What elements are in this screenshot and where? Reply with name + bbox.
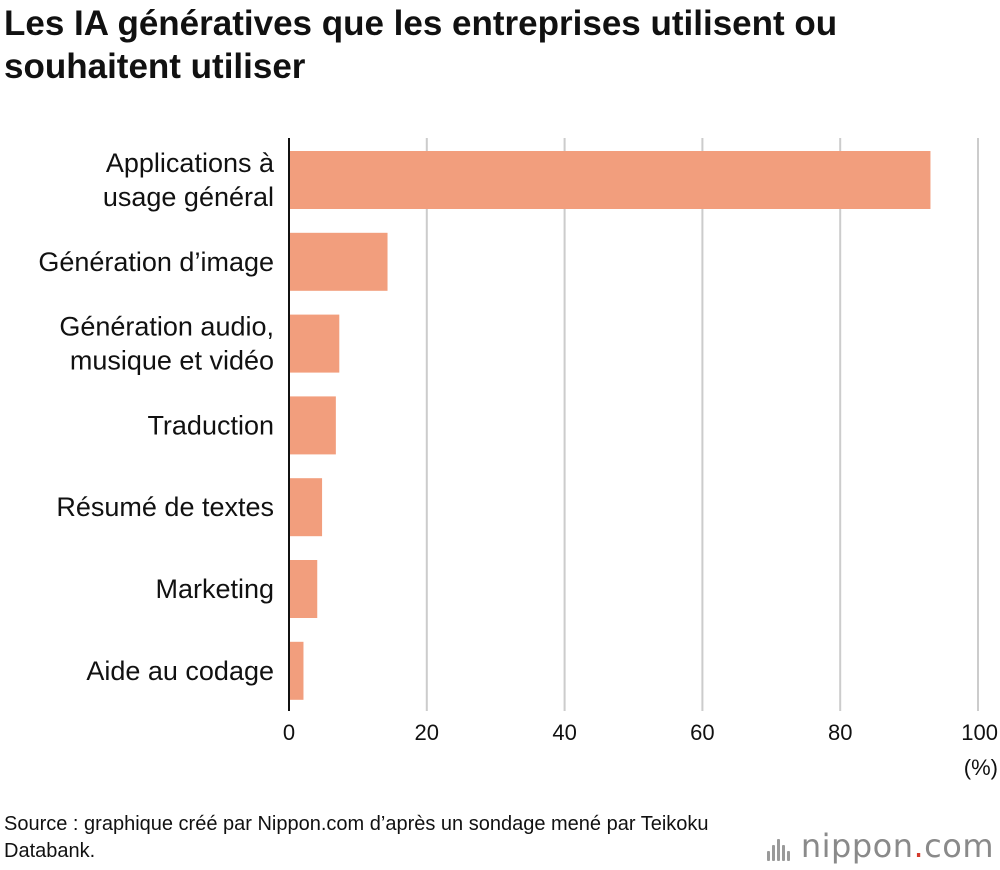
category-label-0: Applications à usage général [103, 148, 275, 212]
category-label-1: Génération d’image [38, 247, 274, 277]
bar-4 [289, 478, 323, 537]
x-tick-label-20: 20 [415, 720, 439, 745]
source-note: Source : graphique créé par Nippon.com d… [4, 813, 709, 862]
category-label-line: Aide au codage [86, 656, 274, 686]
category-label-line: Génération audio, [59, 312, 274, 342]
bar-3 [289, 396, 336, 455]
chart-title: Les IA génératives que les entreprises u… [4, 4, 838, 86]
x-axis-unit: (%) [964, 755, 998, 780]
category-label-2: Génération audio, musique et vidéo [59, 312, 274, 376]
bar-1 [289, 232, 388, 291]
x-tick-label-0: 0 [283, 720, 295, 745]
category-label-line: Marketing [155, 574, 274, 604]
bar-6 [289, 641, 304, 700]
bar-5 [289, 560, 318, 618]
x-tick-label-80: 80 [828, 720, 852, 745]
brand-logo: nippon.com [766, 826, 994, 866]
x-tick-label-40: 40 [552, 720, 576, 745]
category-label-line: Applications à [106, 148, 275, 178]
category-label-line: Traduction [147, 410, 274, 440]
category-label-4: Résumé de textes [56, 492, 274, 522]
category-label-line: musique et vidéo [70, 346, 274, 376]
brand-wordmark: nippon.com [800, 827, 994, 865]
category-label-line: Génération d’image [38, 247, 274, 277]
x-tick-label-100: 100 [961, 720, 998, 745]
bar-chart: Applications à usage général Génération d’… [38, 138, 998, 780]
category-label-3: Traduction [147, 410, 274, 440]
category-label-6: Aide au codage [86, 656, 274, 686]
brand-mark-icon [766, 831, 793, 861]
category-label-line: Résumé de textes [56, 492, 274, 522]
bar-0 [289, 151, 931, 209]
x-tick-label-60: 60 [690, 720, 714, 745]
category-label-5: Marketing [155, 574, 274, 604]
category-label-line: usage général [103, 182, 274, 212]
bar-2 [289, 314, 340, 373]
